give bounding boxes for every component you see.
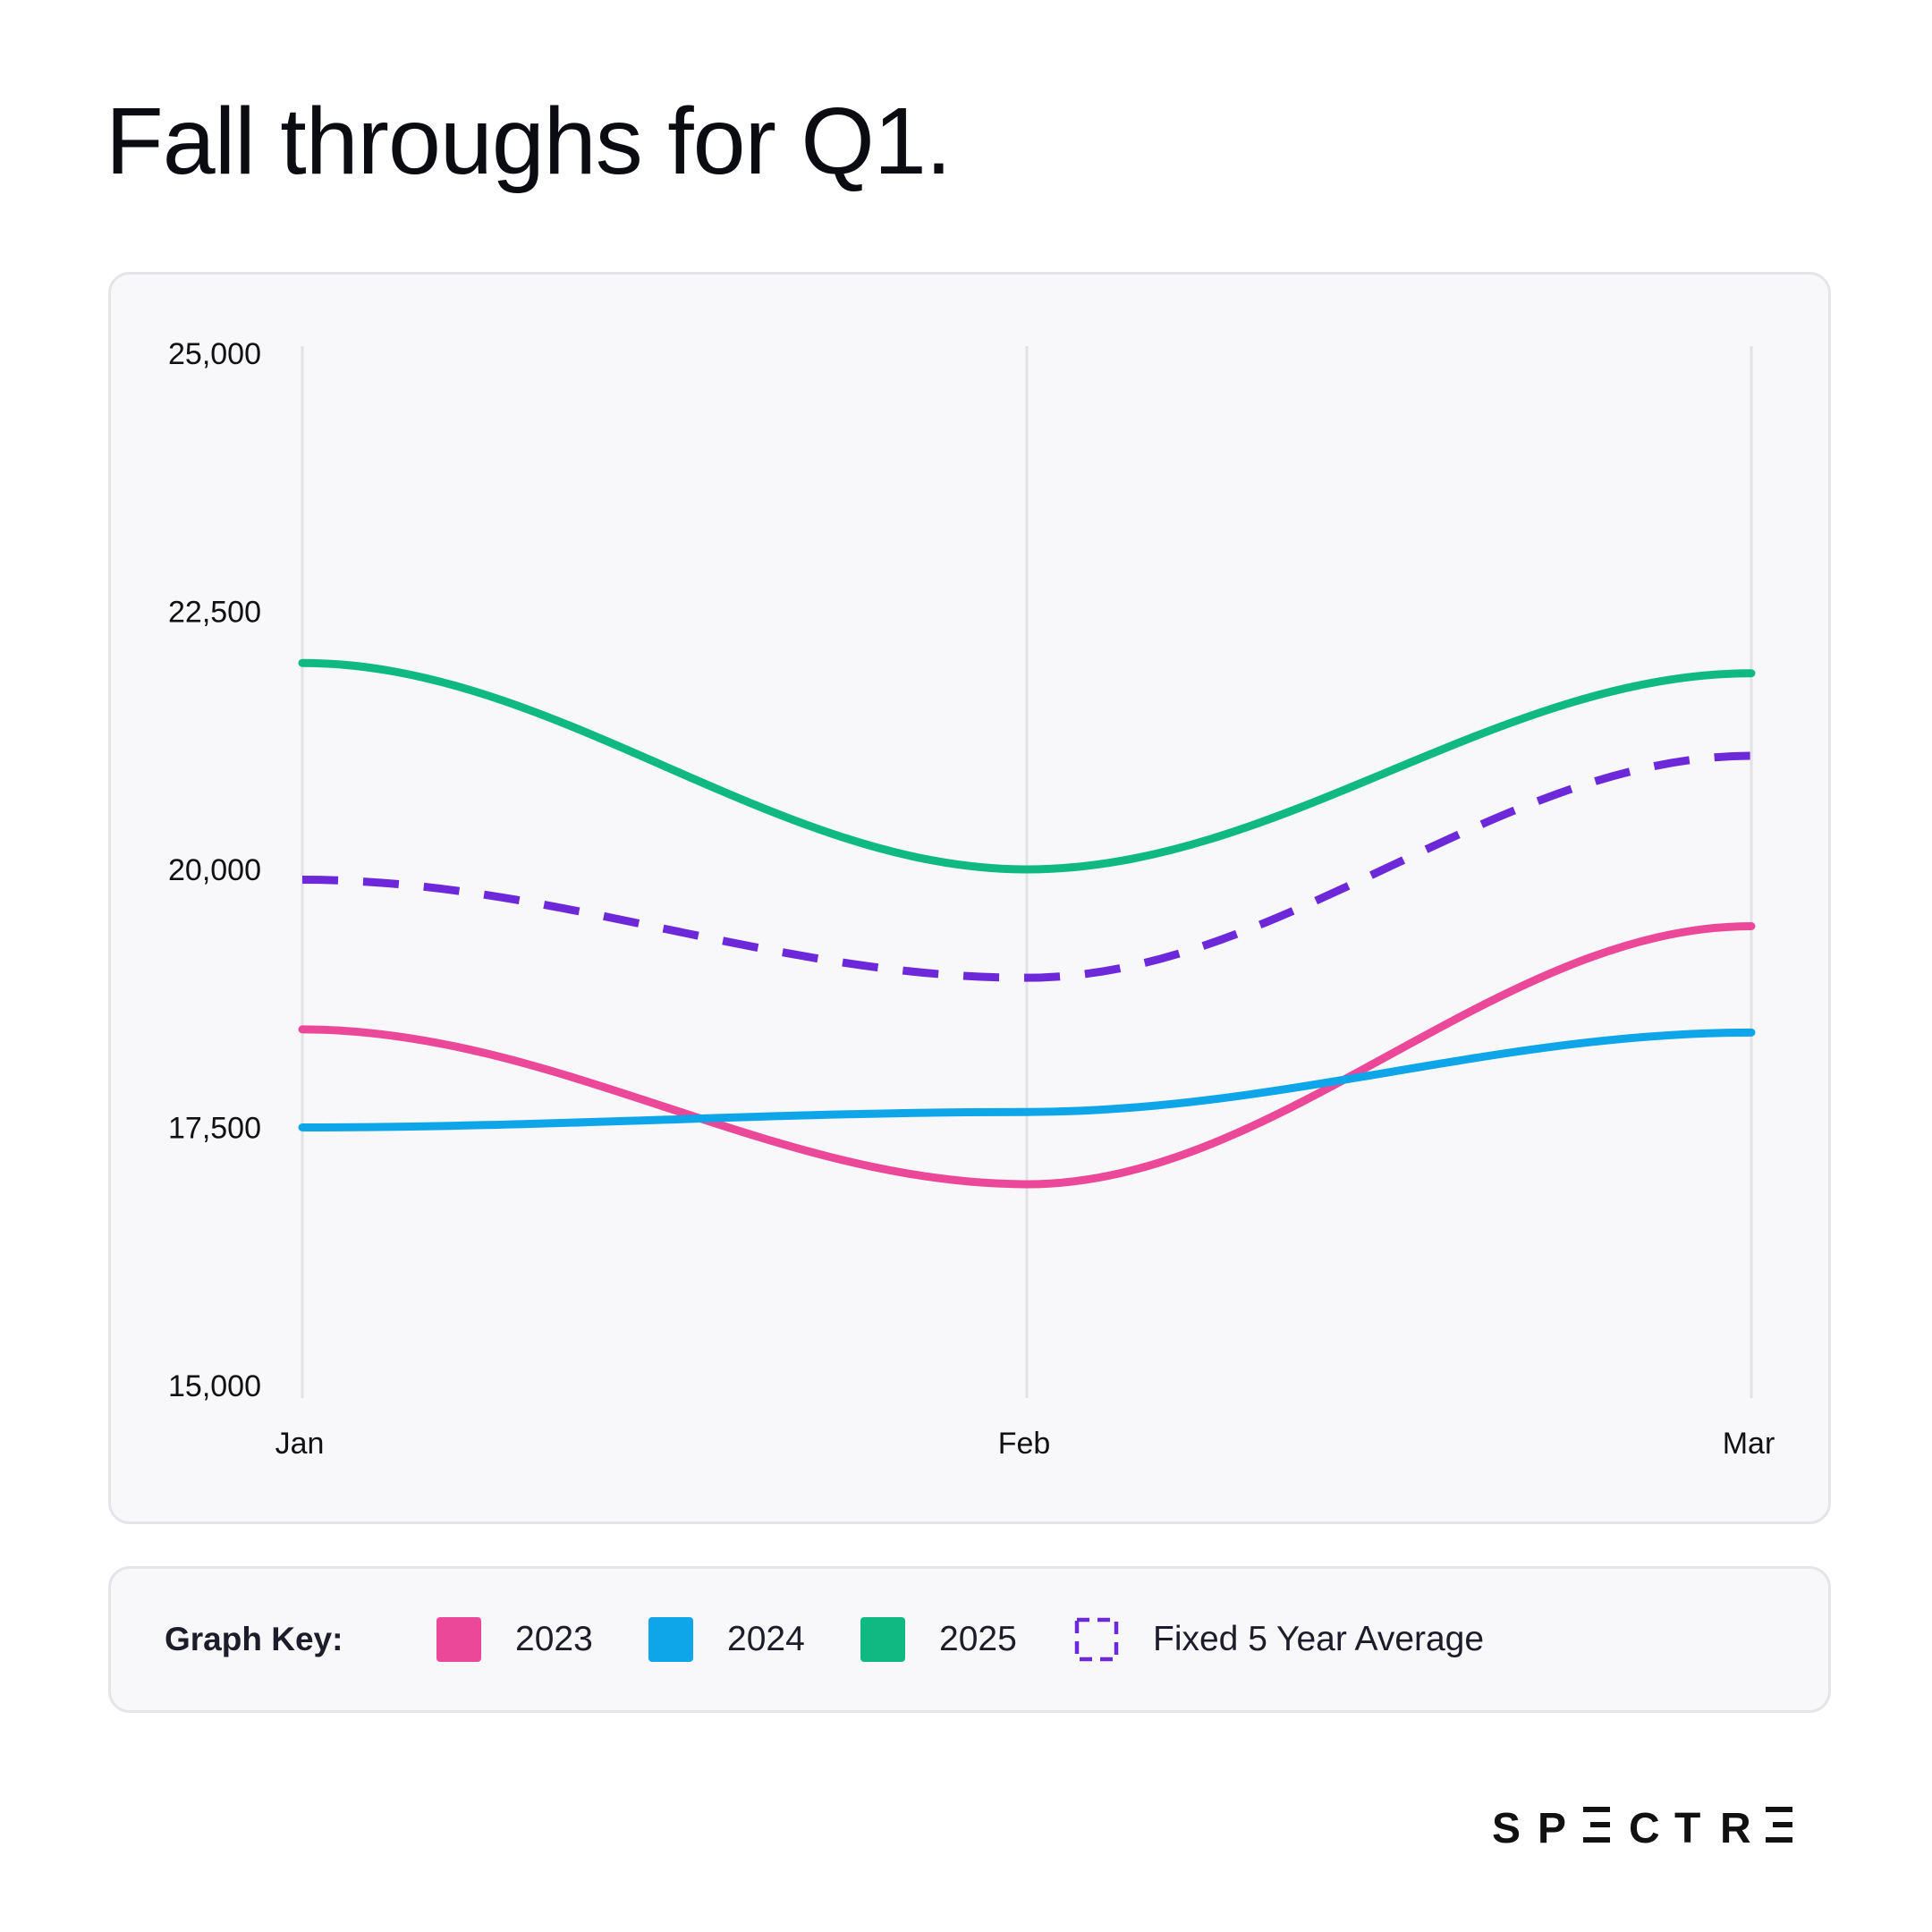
chart-panel: Jan Feb Mar 15,000 17,500 20,000 22,500 25,000 <box>108 272 1831 1524</box>
legend-item-fixed-5-year-average: Fixed 5 Year Average <box>1074 1569 1484 1710</box>
logo-letter-t: T <box>1674 1805 1700 1852</box>
y-tick-label: 17,500 <box>168 1112 261 1146</box>
y-tick-label: 22,500 <box>168 596 261 630</box>
page-title: Fall throughs for Q1. <box>106 89 952 194</box>
legend-label-2024: 2024 <box>727 1620 805 1658</box>
series-line-fixed-5-year-average <box>301 751 1752 982</box>
legend-item-2024: 2024 <box>648 1569 805 1710</box>
series-line-2025 <box>298 658 1756 874</box>
x-tick-label-feb: Feb <box>998 1427 1051 1461</box>
logo-letter-s: S <box>1492 1805 1521 1852</box>
graph-key-title: Graph Key: <box>165 1621 343 1657</box>
logo-letter-p: P <box>1538 1805 1566 1852</box>
y-tick-label: 20,000 <box>168 853 261 887</box>
logo-letter-r: R <box>1720 1805 1751 1852</box>
x-tick-label-mar: Mar <box>1723 1427 1775 1461</box>
legend-swatch-2024 <box>648 1617 693 1662</box>
legend-swatch-dashed <box>1074 1617 1119 1662</box>
legend-item-2025: 2025 <box>860 1569 1017 1710</box>
y-tick-label: 25,000 <box>168 337 261 371</box>
logo-letter-e <box>1583 1807 1610 1843</box>
legend-item-2023: 2023 <box>436 1569 593 1710</box>
legend-swatch-2023 <box>436 1617 481 1662</box>
logo-letter-e <box>1766 1807 1792 1843</box>
line-chart: Jan Feb Mar 15,000 17,500 20,000 22,500 25,000 <box>168 337 1775 1461</box>
legend-swatch-2025 <box>860 1617 905 1662</box>
series-line-2023 <box>298 921 1756 1189</box>
graph-key: Graph Key: 2023 2024 2025 Fixed 5 Year A… <box>108 1566 1831 1713</box>
series-line-2024 <box>298 1028 1756 1131</box>
x-tick-label-jan: Jan <box>275 1427 325 1461</box>
legend-label-2025: 2025 <box>939 1620 1017 1658</box>
legend-label-fixed-5-year-average: Fixed 5 Year Average <box>1153 1620 1485 1658</box>
logo-letter-c: C <box>1629 1805 1660 1852</box>
legend-label-2023: 2023 <box>515 1620 593 1658</box>
y-tick-label: 15,000 <box>168 1369 261 1403</box>
